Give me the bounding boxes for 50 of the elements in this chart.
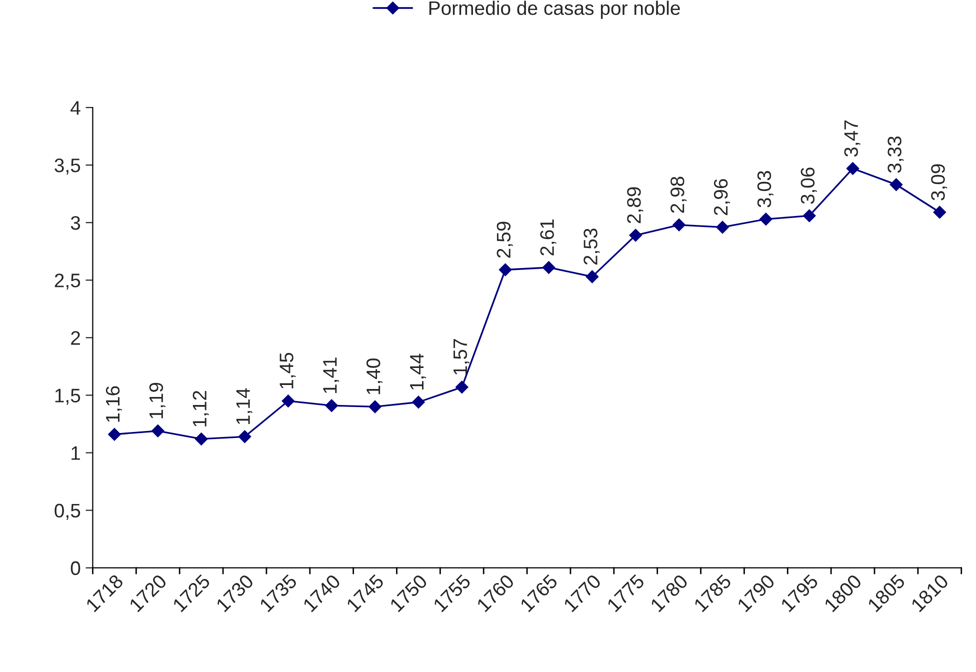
data-label: 1,57 <box>454 339 470 375</box>
data-label: 2,89 <box>627 187 644 224</box>
data-label: 2,98 <box>670 176 687 213</box>
legend-label: Pormedio de casas por noble <box>429 0 680 19</box>
y-tick-label: 0 <box>70 561 80 576</box>
y-tick-label: 3,5 <box>54 158 80 175</box>
data-label: 1,40 <box>366 358 383 394</box>
data-label: 1,16 <box>106 386 122 422</box>
point <box>586 270 599 284</box>
data-label: 1,41 <box>323 358 340 393</box>
point <box>542 261 556 274</box>
point <box>282 394 295 408</box>
data-label: 2,96 <box>714 179 730 216</box>
point <box>629 228 642 242</box>
data-label: 2,59 <box>496 222 513 258</box>
point <box>194 432 208 446</box>
y-tick-label: 1 <box>72 446 80 460</box>
point <box>498 263 512 276</box>
point <box>846 162 860 175</box>
data-label: 1,44 <box>410 354 426 390</box>
data-label: 3,06 <box>800 168 817 204</box>
point <box>325 399 338 412</box>
point <box>412 396 425 409</box>
data-label: 1,45 <box>280 352 296 388</box>
y-tick-label: 3 <box>70 216 80 230</box>
data-label: 1,12 <box>192 390 209 426</box>
point <box>108 428 121 441</box>
data-label: 2,61 <box>540 219 556 256</box>
point <box>151 424 164 438</box>
point <box>455 380 468 394</box>
data-label: 3,33 <box>888 136 904 173</box>
point <box>760 212 772 226</box>
point <box>716 220 729 234</box>
data-label: 3,03 <box>757 171 774 208</box>
point <box>802 209 816 222</box>
data-label: 1,19 <box>149 382 166 418</box>
point <box>672 218 686 232</box>
y-tick-label: 0,5 <box>54 504 80 520</box>
point <box>238 430 252 444</box>
point <box>890 178 903 192</box>
data-label: 2,53 <box>584 228 600 265</box>
point <box>933 206 946 219</box>
y-tick-label: 4 <box>70 101 80 115</box>
y-tick-label: 2 <box>71 331 80 345</box>
point <box>368 400 382 414</box>
y-tick-label: 1,5 <box>55 388 80 405</box>
y-tick-label: 2,5 <box>54 274 80 290</box>
data-label: 1,14 <box>236 388 252 424</box>
data-label: 3,09 <box>931 164 948 200</box>
data-label: 3,47 <box>844 120 860 157</box>
